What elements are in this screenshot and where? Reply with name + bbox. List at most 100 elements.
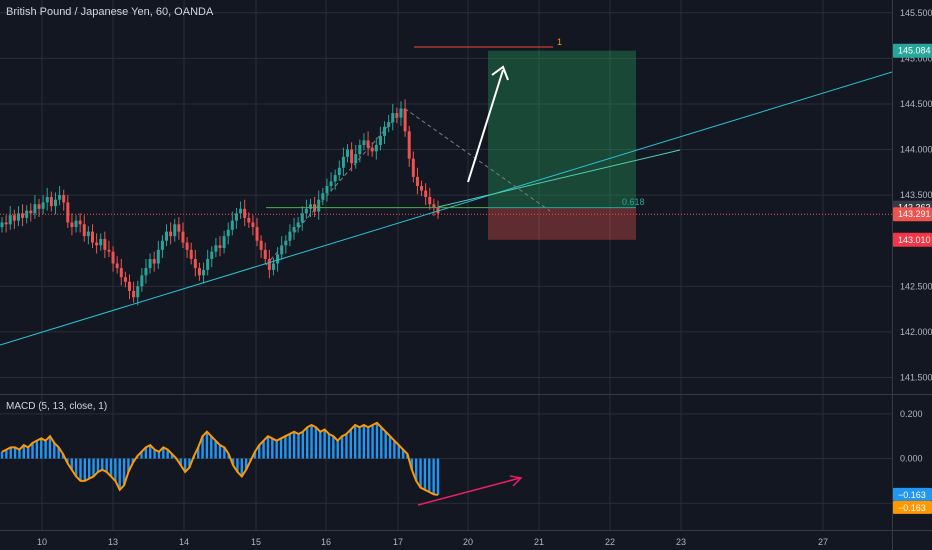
candle-body (226, 229, 230, 237)
macd-histogram-bar (388, 436, 392, 459)
candle-body (292, 227, 296, 232)
candle-body (432, 204, 436, 208)
macd-histogram-bar (428, 458, 431, 493)
y-tick-label: 142.500 (900, 281, 932, 291)
candle-body (374, 144, 378, 152)
macd-histogram-bar (214, 440, 217, 459)
macd-histogram-bar (284, 436, 287, 459)
candle-body (411, 158, 415, 177)
candle-body (222, 236, 226, 249)
macd-histogram-bar (258, 445, 261, 459)
candle-body (300, 213, 304, 223)
candle-body (251, 222, 255, 228)
macd-histogram-bar (197, 447, 200, 459)
candle-body (329, 181, 333, 187)
candle-body (53, 199, 57, 207)
macd-histogram-bar (397, 445, 400, 459)
candle-body (230, 220, 234, 230)
macd-histogram-bar (79, 458, 82, 481)
macd-histogram-bar (432, 458, 435, 495)
x-tick-label: 20 (463, 537, 473, 547)
candle-body (234, 213, 238, 221)
price-axis-tag (893, 43, 932, 58)
candle-body (255, 227, 259, 241)
macd-y-tick-label: 0.200 (900, 409, 923, 419)
candle-body (210, 251, 214, 259)
macd-histogram-bar (162, 447, 165, 459)
macd-axis-tag-label: −0.163 (898, 490, 926, 500)
target-zone (488, 50, 636, 208)
macd-histogram-bar (218, 445, 222, 459)
macd-histogram-bar (310, 425, 313, 459)
macd-histogram-bar (9, 447, 12, 459)
candle-body (267, 258, 271, 270)
macd-histogram-bar (210, 436, 213, 459)
candle-body (247, 217, 251, 223)
candle-body (218, 245, 222, 249)
macd-histogram-bar (122, 458, 126, 486)
macd-histogram-bar (5, 449, 8, 459)
x-tick-label: 21 (534, 537, 544, 547)
x-tick-label: 23 (676, 537, 686, 547)
candle-body (66, 202, 70, 223)
candle-body (86, 231, 90, 237)
macd-histogram-bar (114, 458, 117, 481)
candle-body (177, 224, 181, 232)
candle-body (132, 290, 136, 298)
macd-histogram-bar (401, 449, 405, 459)
candle-body (70, 222, 74, 228)
price-axis-tag (893, 207, 932, 222)
macd-histogram-bar (88, 458, 91, 479)
candle-body (185, 242, 189, 250)
candle-body (239, 208, 243, 214)
fib-level-1: 1 (557, 37, 562, 47)
candle-body (45, 196, 49, 203)
y-tick-label: 144.500 (900, 99, 932, 109)
macd-histogram-bar (53, 442, 56, 459)
macd-histogram-bar (271, 438, 274, 459)
macd-histogram-bar (340, 436, 344, 459)
candle-body (82, 224, 86, 237)
y-tick-label: 144.000 (900, 145, 932, 155)
price-axis-tag (893, 232, 932, 247)
candle-body (111, 251, 115, 264)
up-arrow-head (491, 65, 509, 81)
candle-body (0, 222, 4, 228)
candle-body (337, 167, 341, 176)
macd-histogram-bar (57, 447, 60, 459)
candle-body (407, 131, 411, 159)
macd-histogram-bar (423, 458, 427, 490)
macd-histogram-bar (31, 442, 34, 459)
macd-histogram-bar (118, 458, 121, 490)
candle-body (78, 220, 82, 225)
candle-body (202, 269, 206, 276)
candle-body (62, 195, 66, 203)
macd-histogram-bar (362, 425, 366, 459)
candle-body (160, 240, 164, 250)
candle-body (197, 268, 201, 276)
macd-histogram-bar (410, 458, 414, 470)
macd-axis-tag-label: −0.163 (898, 503, 926, 513)
divergence-arrow (417, 477, 521, 506)
macd-histogram-bar (314, 427, 318, 459)
y-tick-label: 142.000 (900, 327, 932, 337)
macd-histogram-bar (367, 427, 370, 459)
candle-body (152, 258, 156, 264)
candle-body (428, 196, 432, 205)
macd-histogram-bar (74, 458, 78, 477)
candle-body (136, 286, 140, 298)
macd-histogram-bar (170, 454, 174, 459)
candle-body (403, 108, 407, 132)
candle-body (308, 204, 312, 209)
candle-body (415, 176, 419, 187)
macd-histogram-bar (105, 458, 108, 472)
macd-histogram-bar (101, 458, 104, 470)
macd-histogram-bar (157, 451, 161, 459)
candle-body (346, 149, 350, 157)
price-axis-tag-label: 143.291 (898, 209, 931, 219)
stop-zone (488, 207, 636, 240)
x-tick-label: 15 (251, 537, 261, 547)
candle-body (259, 240, 263, 250)
